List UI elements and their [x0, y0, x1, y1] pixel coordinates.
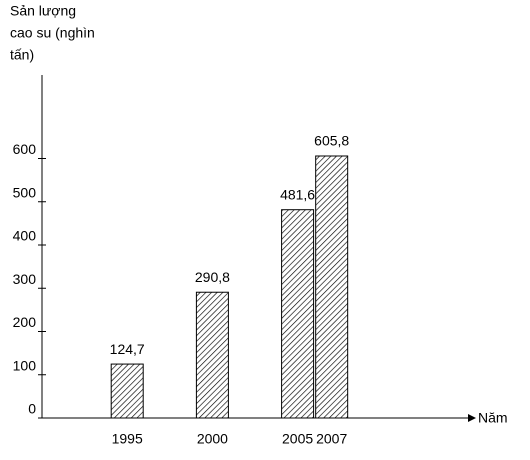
x-axis-label: Năm	[478, 410, 508, 426]
y-tick-label: 200	[13, 314, 37, 330]
x-tick-label: 2007	[316, 431, 347, 447]
bar	[315, 155, 349, 419]
y-tick-label: 500	[13, 184, 37, 200]
y-axis-label: Sản lượng	[10, 3, 76, 19]
bar	[281, 209, 315, 419]
value-label: 605,8	[314, 133, 349, 149]
x-tick-label: 1995	[112, 431, 143, 447]
y-axis-label: tấn)	[10, 47, 34, 63]
x-axis-arrow	[468, 414, 476, 422]
value-label: 290,8	[195, 269, 230, 285]
y-tick-label: 300	[13, 271, 37, 287]
bar	[110, 363, 144, 419]
value-label: 124,7	[110, 341, 145, 357]
y-tick-label: 600	[13, 141, 37, 157]
y-tick-label: 0	[28, 401, 36, 417]
bar	[195, 291, 229, 419]
y-tick-label: 400	[13, 228, 37, 244]
value-label: 481,6	[280, 186, 315, 202]
x-tick-label: 2000	[197, 431, 228, 447]
y-axis-label: cao su (nghìn	[10, 25, 95, 41]
y-tick-label: 100	[13, 357, 37, 373]
x-tick-label: 2005	[282, 431, 313, 447]
